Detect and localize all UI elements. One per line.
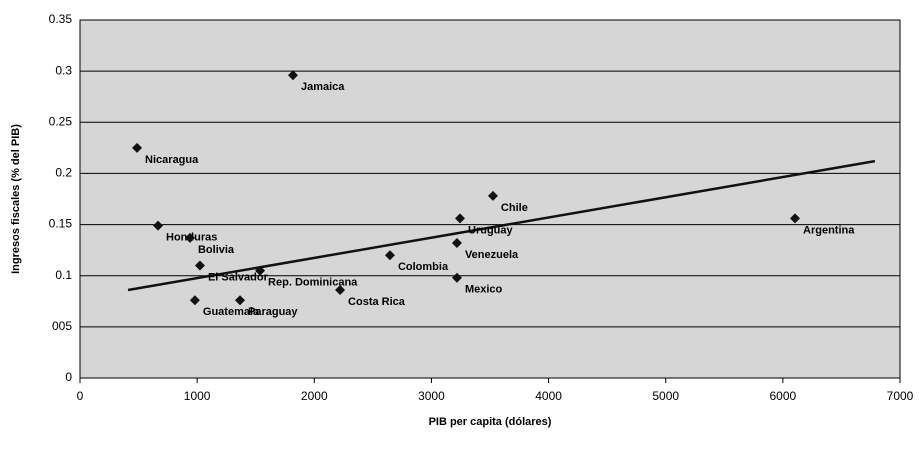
x-tick-label: 3000 bbox=[418, 389, 445, 403]
point bbox=[235, 295, 246, 306]
x-axis-title: PIB per capita (dólares) bbox=[429, 416, 552, 428]
point bbox=[335, 285, 346, 296]
x-tick-label: 1000 bbox=[184, 389, 211, 403]
point-label: Uruguay bbox=[468, 224, 514, 236]
point-label: Mexico bbox=[465, 284, 503, 296]
plot-area bbox=[79, 19, 901, 379]
y-tick-label: 0.35 bbox=[49, 12, 73, 26]
point bbox=[194, 260, 205, 271]
y-tick-label: 005 bbox=[52, 319, 72, 333]
point-label: Costa Rica bbox=[348, 296, 406, 308]
point-label: Argentina bbox=[803, 224, 855, 236]
point bbox=[487, 190, 498, 201]
point-label: Bolivia bbox=[198, 244, 235, 256]
point bbox=[132, 142, 143, 153]
y-tick-label: 0 bbox=[65, 370, 72, 384]
y-tick-label: 0.15 bbox=[49, 217, 73, 231]
point-label: Guatemala bbox=[203, 306, 260, 318]
point bbox=[455, 213, 466, 224]
y-tick-label: 0.3 bbox=[55, 63, 72, 77]
trend-line bbox=[127, 159, 876, 292]
point bbox=[189, 295, 200, 306]
point-label: Paraguay bbox=[248, 306, 298, 318]
x-tick-label: 4000 bbox=[535, 389, 562, 403]
y-axis-title: Ingresos fiscales (% del PIB) bbox=[10, 124, 22, 274]
point bbox=[451, 272, 462, 283]
point-label: Rep. Dominicana bbox=[268, 277, 358, 289]
point bbox=[790, 213, 801, 224]
point-label: Jamaica bbox=[301, 81, 345, 93]
x-tick-label: 6000 bbox=[770, 389, 797, 403]
point bbox=[451, 237, 462, 248]
x-tick-label: 5000 bbox=[652, 389, 679, 403]
point-label: Chile bbox=[501, 202, 528, 214]
point bbox=[384, 250, 395, 261]
y-tick-label: 0.2 bbox=[55, 166, 72, 180]
point-label: El Salvador bbox=[208, 271, 269, 283]
point-label: Nicaragua bbox=[145, 154, 199, 166]
point bbox=[287, 70, 298, 81]
point bbox=[153, 220, 164, 231]
x-tick-label: 7000 bbox=[887, 389, 914, 403]
y-tick-label: 0.25 bbox=[49, 114, 73, 128]
point bbox=[255, 265, 266, 276]
point-label: Colombia bbox=[398, 261, 449, 273]
point-label: Venezuela bbox=[465, 249, 519, 261]
x-tick-label: 2000 bbox=[301, 389, 328, 403]
x-tick-label: 0 bbox=[77, 389, 84, 403]
point bbox=[184, 232, 195, 243]
y-tick-label: 0.1 bbox=[55, 268, 72, 282]
